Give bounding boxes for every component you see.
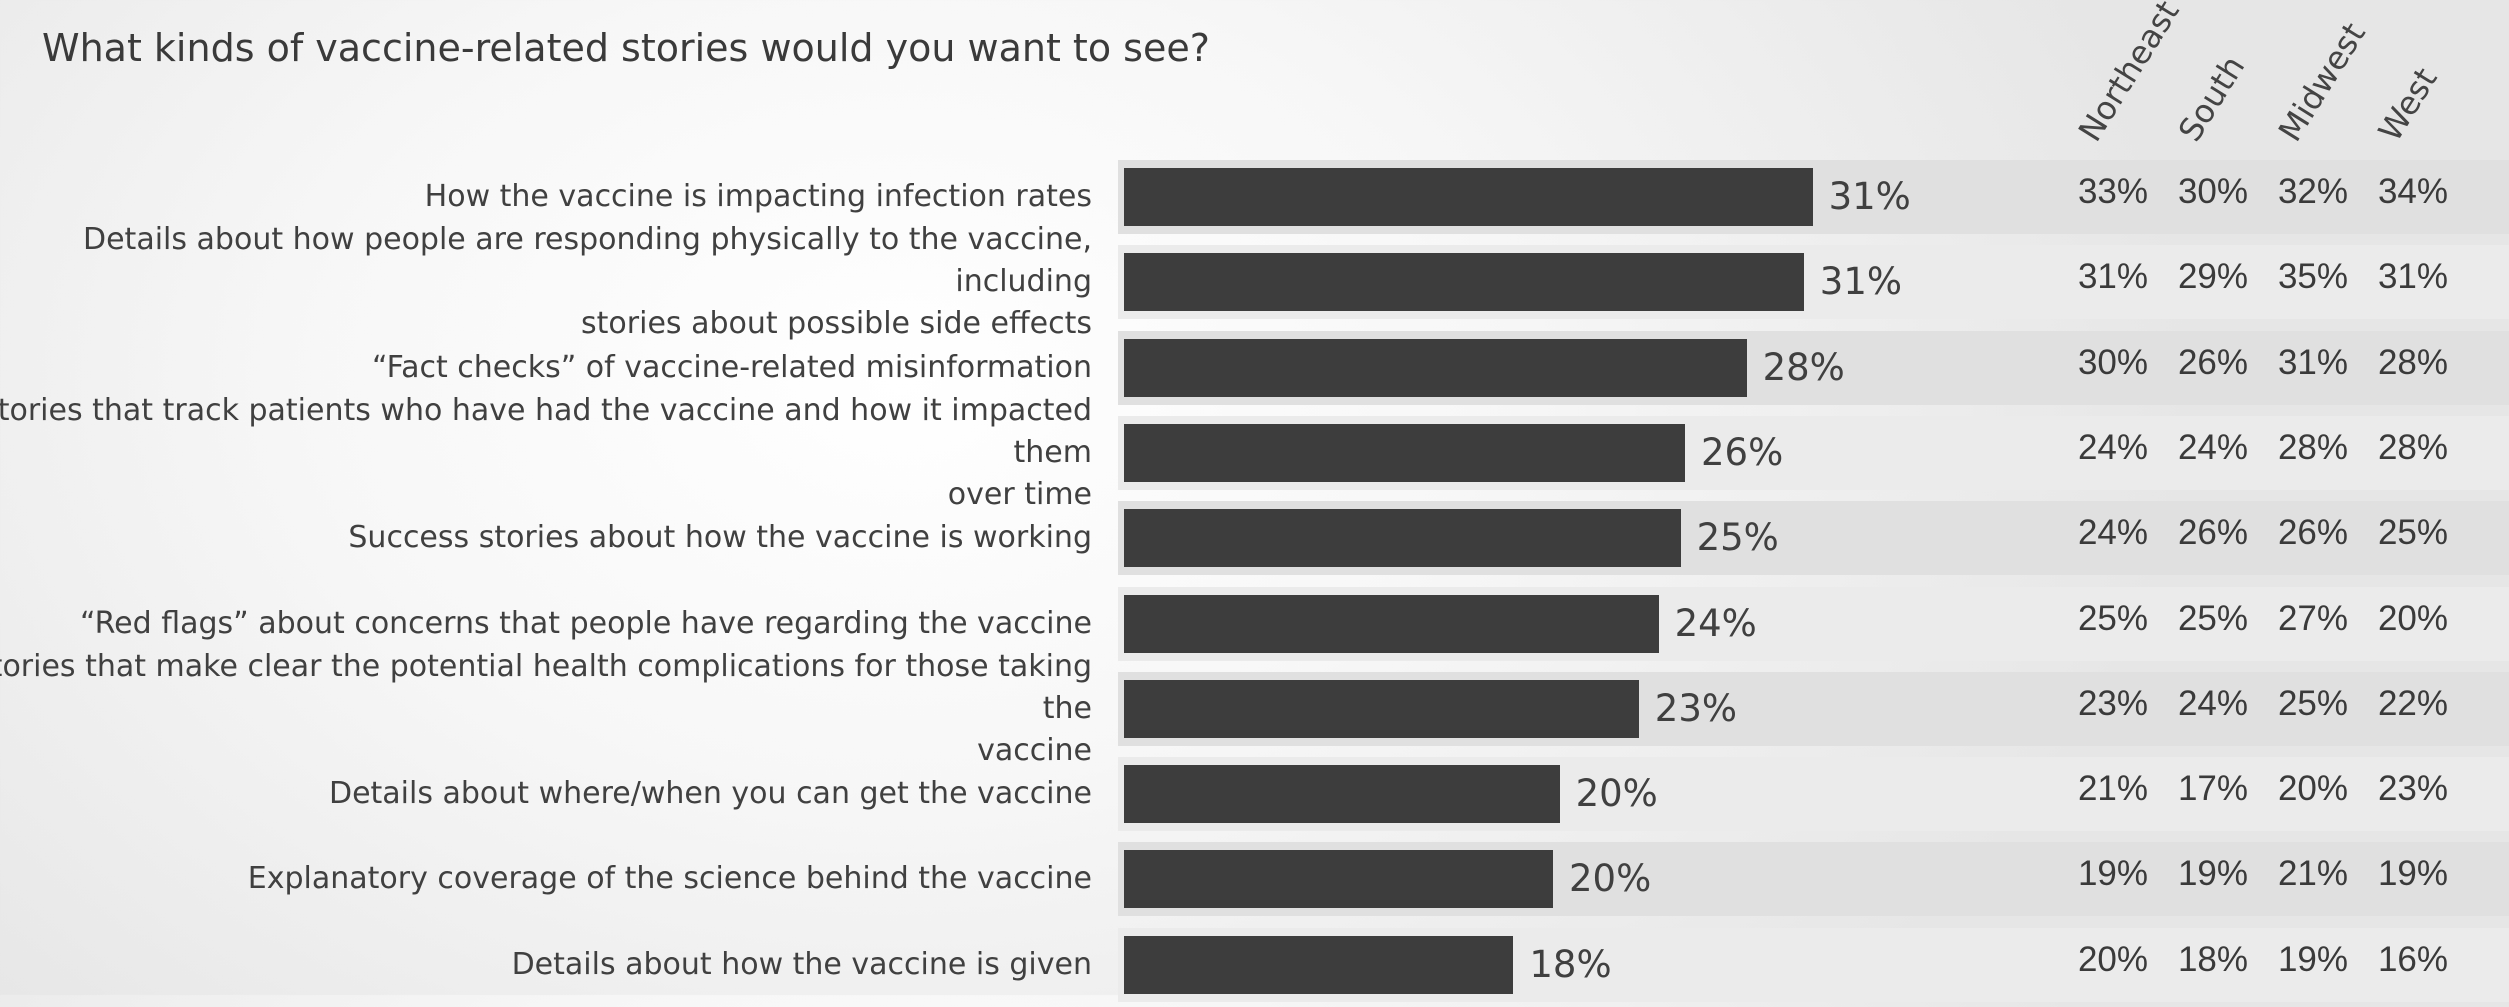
region-header: West [2370, 61, 2445, 148]
region-value-cell: 23% [2077, 683, 2149, 723]
category-label: Stories that make clear the potential he… [0, 649, 1092, 768]
region-value-cell: 26% [2177, 342, 2249, 382]
region-value-cell: 25% [2077, 598, 2149, 638]
region-value-cell: 31% [2277, 342, 2349, 382]
bar-value-label: 24% [1674, 601, 1757, 645]
category-label-line: Stories that make clear the potential he… [0, 648, 1092, 726]
bar [1124, 679, 1639, 738]
region-value-cell: 24% [2177, 427, 2249, 467]
bar [1124, 423, 1685, 482]
category-label-line: “Red flags” about concerns that people h… [80, 605, 1092, 641]
region-value-cell: 24% [2177, 683, 2249, 723]
region-value-cell: 31% [2377, 257, 2449, 297]
bar-value-label: 20% [1569, 857, 1652, 901]
region-value-cell: 28% [2377, 427, 2449, 467]
region-value-cell: 19% [2377, 854, 2449, 894]
region-value-cell: 34% [2377, 172, 2449, 211]
chart-title: What kinds of vaccine-related stories wo… [42, 26, 1210, 70]
category-label-line: How the vaccine is impacting infection r… [424, 179, 1092, 214]
category-label: Success stories about how the vaccine is… [0, 496, 1092, 580]
category-label: Details about how people are responding … [0, 222, 1092, 341]
region-value-cell: 35% [2277, 257, 2349, 297]
region-value-cell: 21% [2077, 769, 2149, 809]
region-value-cell: 20% [2077, 939, 2149, 979]
bar [1124, 850, 1553, 909]
bar-value-label: 31% [1819, 260, 1903, 304]
region-value-cell: 25% [2377, 513, 2449, 553]
bar-value-label: 25% [1696, 516, 1779, 560]
bar-value-label: 20% [1575, 772, 1658, 816]
category-label: Stories that track patients who have had… [0, 393, 1092, 512]
category-label-line: Explanatory coverage of the science behi… [247, 861, 1092, 897]
bar-value-label: 23% [1654, 686, 1738, 730]
category-label-line: “Fact checks” of vaccine-related misinfo… [371, 349, 1092, 385]
region-value-cell: 29% [2177, 257, 2249, 297]
category-label: Details about where/when you can get the… [0, 752, 1092, 836]
category-label: Explanatory coverage of the science behi… [0, 837, 1092, 921]
region-value-cell: 19% [2077, 854, 2149, 894]
region-value-cell: 27% [2277, 598, 2349, 638]
region-value-cell: 24% [2077, 513, 2149, 553]
region-value-cell: 31% [2077, 257, 2149, 297]
bar [1124, 765, 1560, 824]
region-value-cell: 25% [2177, 598, 2249, 638]
region-value-cell: 26% [2277, 513, 2349, 553]
region-value-cell: 25% [2277, 683, 2349, 723]
bar [1124, 168, 1813, 226]
category-label: How the vaccine is impacting infection r… [0, 155, 1092, 239]
region-value-cell: 28% [2277, 427, 2349, 467]
region-value-cell: 20% [2277, 769, 2349, 809]
bar [1124, 594, 1659, 653]
bar-value-label: 31% [1828, 175, 1911, 218]
bar [1124, 935, 1514, 994]
bar [1124, 338, 1747, 397]
bar-value-label: 28% [1762, 345, 1845, 389]
region-value-cell: 22% [2377, 683, 2449, 723]
category-label-line: Details about how the vaccine is given [511, 946, 1092, 982]
category-label-line: vaccine [977, 732, 1092, 768]
region-value-cell: 20% [2377, 598, 2449, 638]
region-header: Midwest [2270, 16, 2373, 149]
category-label-line: stories about possible side effects [581, 306, 1092, 342]
region-value-cell: 30% [2077, 342, 2149, 382]
region-value-cell: 19% [2277, 939, 2349, 979]
region-value-cell: 26% [2177, 513, 2249, 553]
region-value-cell: 30% [2177, 172, 2249, 211]
region-value-cell: 28% [2377, 342, 2449, 382]
region-value-cell: 23% [2377, 769, 2449, 809]
category-label: “Red flags” about concerns that people h… [0, 582, 1092, 666]
region-value-cell: 16% [2377, 939, 2449, 979]
region-header: Northeast [2070, 0, 2187, 149]
category-label-line: over time [947, 476, 1092, 512]
region-header: South [2170, 48, 2253, 148]
bar-value-label: 18% [1529, 942, 1612, 986]
bar [1124, 253, 1804, 312]
category-label-line: Success stories about how the vaccine is… [348, 520, 1092, 556]
region-value-cell: 18% [2177, 939, 2249, 979]
region-value-cell: 33% [2077, 172, 2149, 211]
region-value-cell: 21% [2277, 854, 2349, 894]
category-label-line: Details about where/when you can get the… [328, 776, 1092, 812]
region-value-cell: 24% [2077, 427, 2149, 467]
category-label-line: Stories that track patients who have had… [0, 392, 1092, 470]
bar-value-label: 26% [1701, 430, 1784, 474]
category-label: Details about how the vaccine is given [0, 923, 1092, 1007]
category-label: “Fact checks” of vaccine-related misinfo… [0, 326, 1092, 410]
category-label-line: Details about how people are responding … [83, 222, 1092, 300]
region-value-cell: 19% [2177, 854, 2249, 894]
region-value-cell: 32% [2277, 172, 2349, 211]
bar [1124, 509, 1681, 568]
region-value-cell: 17% [2177, 769, 2249, 809]
